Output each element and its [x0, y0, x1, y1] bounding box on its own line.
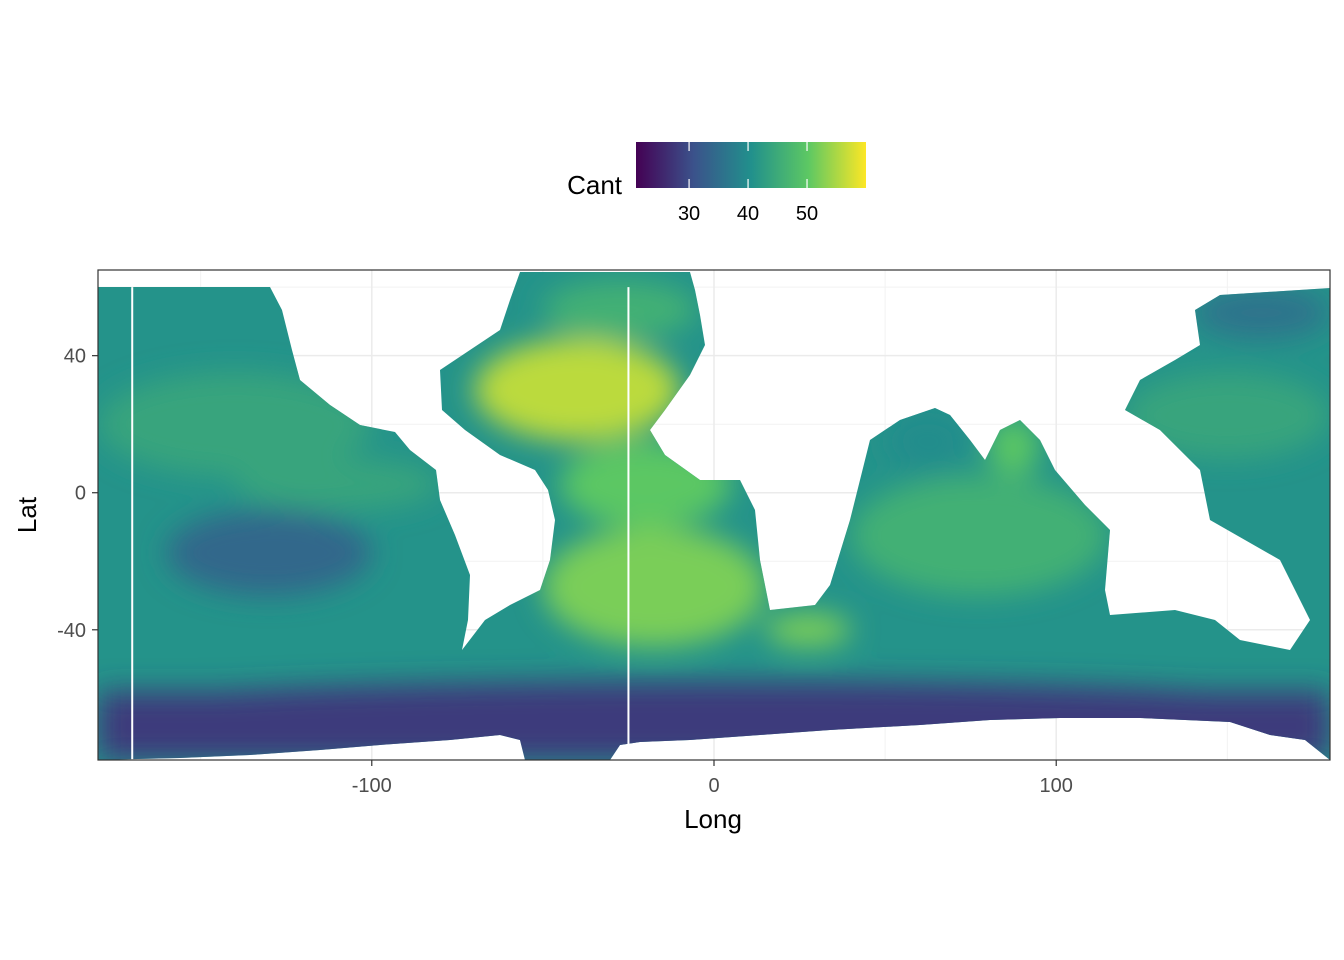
colorbar: [636, 142, 866, 188]
heat-region: [542, 280, 697, 339]
heat-region: [542, 526, 766, 647]
colorbar-tick-label: 30: [678, 203, 700, 225]
x-axis-title: Long: [684, 804, 742, 834]
heat-region: [885, 407, 971, 476]
colorbar-legend: Cant 30 40 50: [567, 142, 866, 225]
x-tick-label: 0: [708, 775, 719, 797]
heat-region: [765, 612, 851, 647]
y-axis-title: Lat: [12, 496, 42, 533]
heat-region: [1124, 372, 1330, 459]
colorbar-tick-label: 40: [737, 203, 759, 225]
y-tick-label: 0: [75, 483, 86, 505]
y-tick-label: 40: [64, 346, 86, 368]
x-tick-label: 100: [1040, 775, 1073, 797]
x-axis: -100 0 100: [352, 760, 1073, 797]
y-axis: -40 0 40: [57, 346, 98, 642]
heat-region: [1193, 287, 1330, 339]
vertical-reference-lines: [131, 287, 630, 760]
heat-region: [987, 417, 1040, 476]
heat-region: [234, 458, 441, 510]
y-tick-label: -40: [57, 620, 86, 642]
colorbar-tick-label: 50: [796, 203, 818, 225]
x-tick-label: -100: [352, 775, 392, 797]
heat-region: [98, 372, 372, 476]
plot-panel: [97, 269, 1331, 761]
heat-region: [474, 338, 680, 442]
colorbar-ticks: 30 40 50: [678, 142, 818, 225]
heat-region: [166, 509, 372, 596]
heat-region: [850, 475, 1108, 596]
colorbar-title: Cant: [567, 170, 623, 200]
